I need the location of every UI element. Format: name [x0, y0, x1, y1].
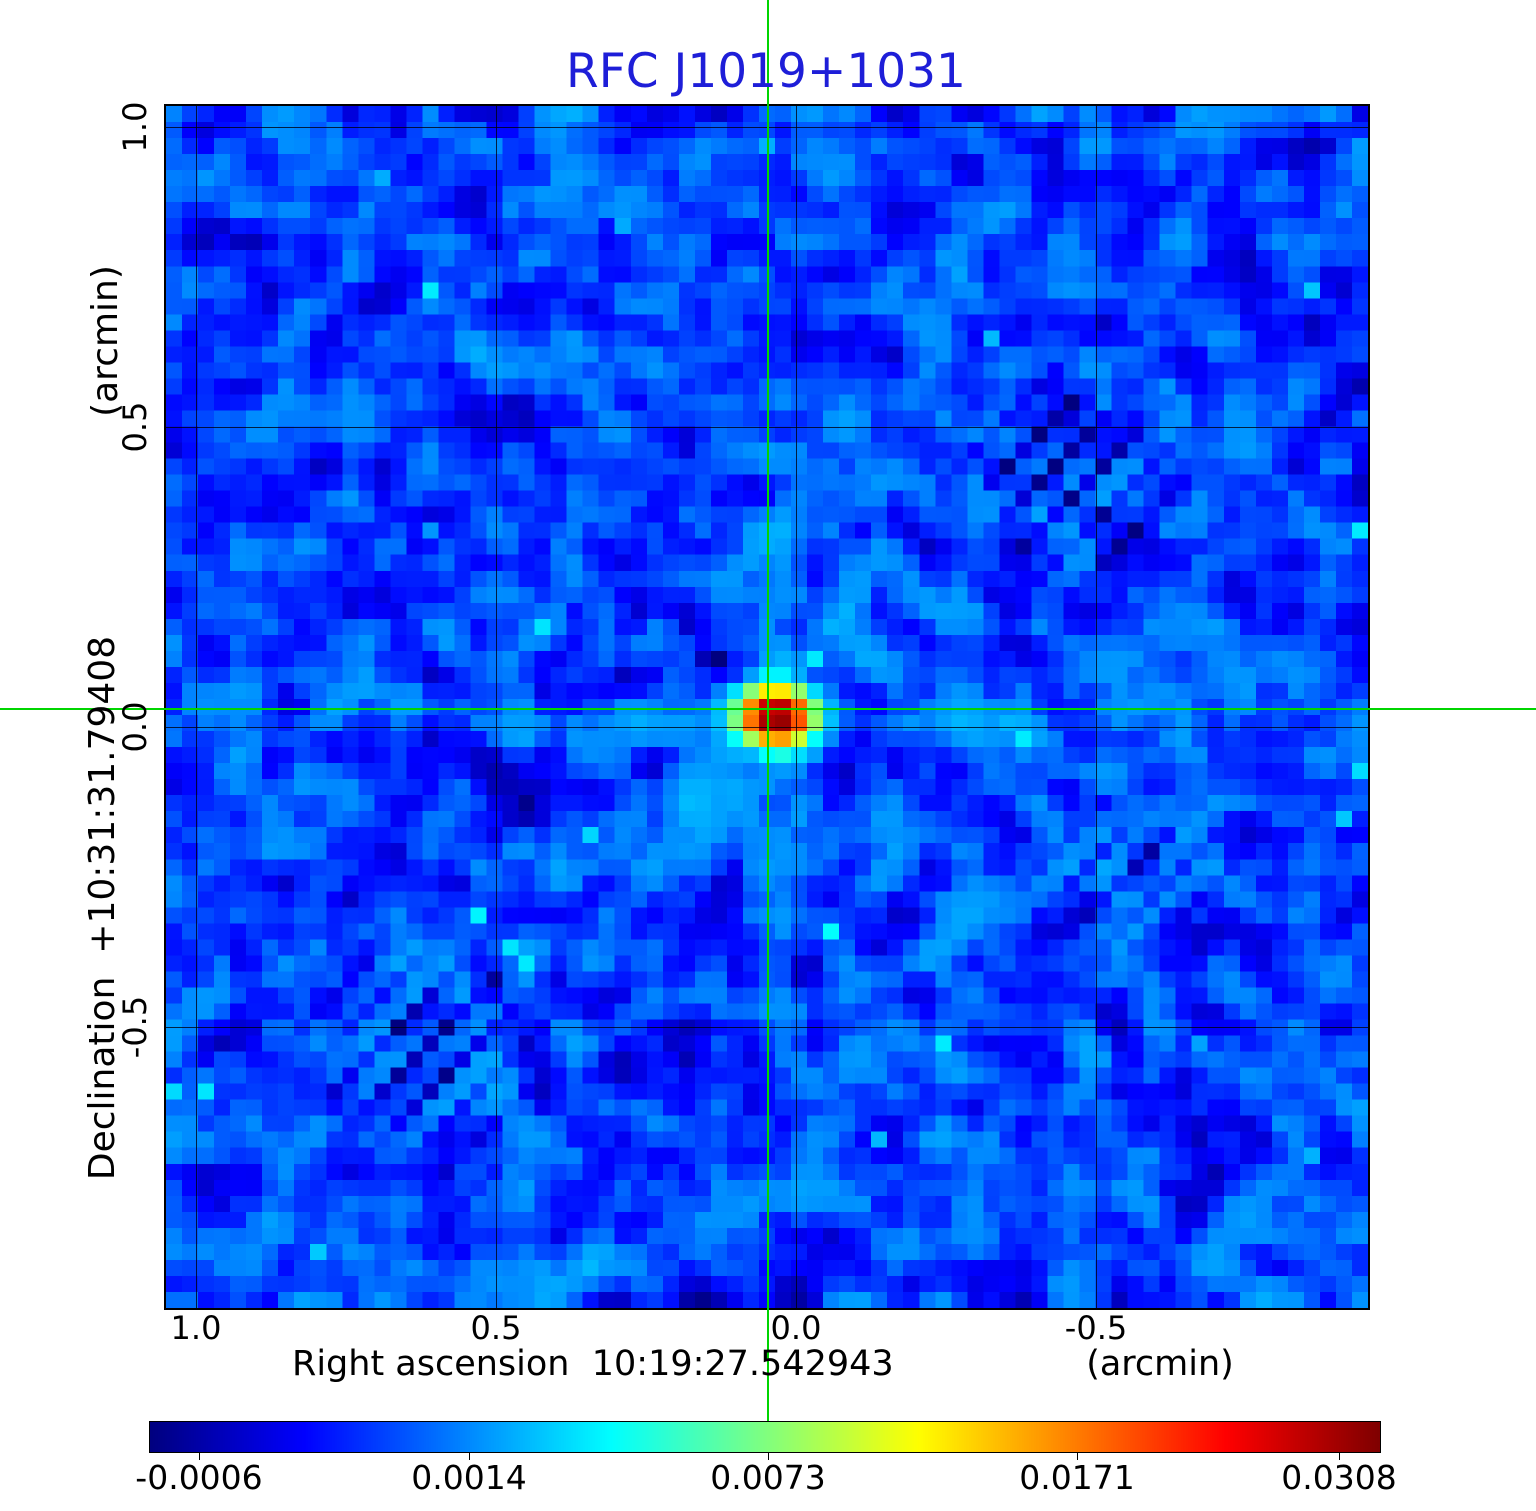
colorbar-gradient — [150, 1422, 1380, 1452]
crosshair-horizontal-line — [0, 708, 1536, 710]
x-tick-label: 1.0 — [170, 1309, 222, 1347]
y-axis-unit-label: (arcmin) — [85, 265, 126, 417]
x-tick-label: -0.5 — [1064, 1309, 1128, 1347]
x-axis-label: Right ascension 10:19:27.542943 — [292, 1344, 894, 1384]
colorbar-tick — [199, 1453, 200, 1460]
colorbar-label: 0.0171 — [1019, 1458, 1135, 1497]
gridline-ra-1.0 — [196, 106, 197, 1308]
crosshair-vertical-line — [767, 0, 769, 1421]
x-axis-unit-label: (arcmin) — [1086, 1344, 1234, 1384]
gridline-ra-0.0 — [796, 106, 797, 1308]
gridline-ra-0.5 — [496, 106, 497, 1308]
colorbar-label: -0.0006 — [135, 1458, 263, 1497]
colorbar-tick — [768, 1453, 769, 1460]
colorbar-label: 0.0308 — [1281, 1458, 1397, 1497]
colorbar-tick — [469, 1453, 470, 1460]
y-axis-label: Declination +10:31:31.79408 — [82, 635, 123, 1181]
plot-title: RFC J1019+1031 — [566, 44, 966, 99]
colorbar-label: 0.0073 — [710, 1458, 826, 1497]
gridline-ra--0.5 — [1096, 106, 1097, 1308]
x-tick-label: 0.0 — [770, 1309, 822, 1347]
colorbar-tick — [1077, 1453, 1078, 1460]
colorbar-tick — [1339, 1453, 1340, 1460]
colorbar-label: 0.0014 — [411, 1458, 527, 1497]
y-tick-label: 1.0 — [116, 101, 154, 153]
x-tick-label: 0.5 — [470, 1309, 522, 1347]
colorbar — [149, 1421, 1381, 1453]
